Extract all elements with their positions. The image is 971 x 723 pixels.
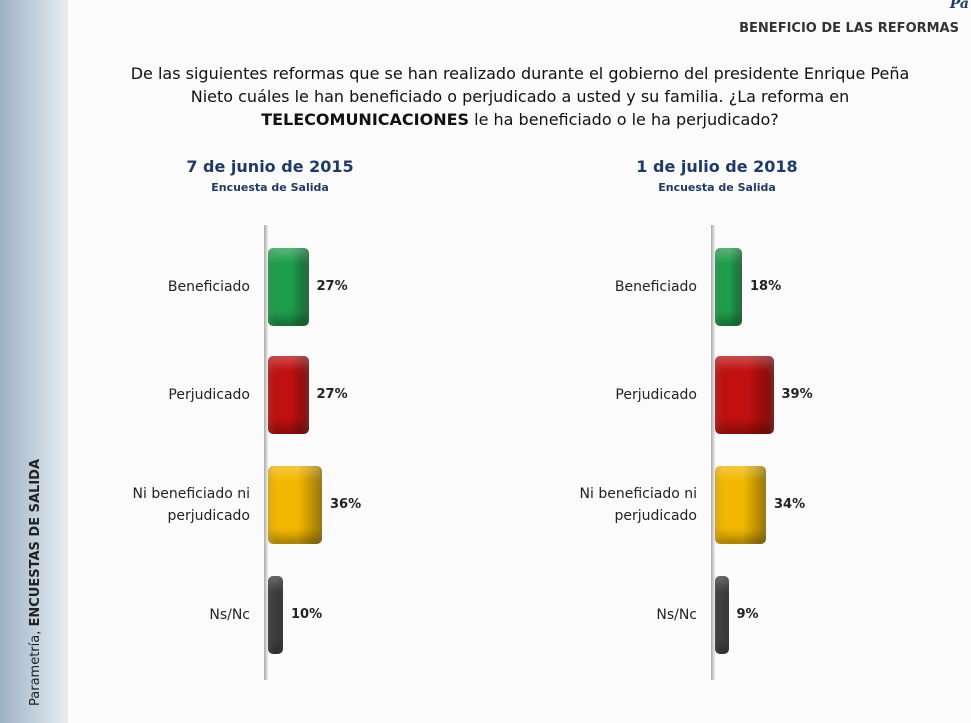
question-line: Nieto cuáles le han beneficiado o perjud… <box>190 87 850 106</box>
category-label: Perjudicado <box>168 387 250 403</box>
bar <box>268 576 283 654</box>
sidebar <box>0 0 68 723</box>
bar <box>268 466 322 544</box>
chart-subtitle: Encuesta de Salida <box>658 181 776 194</box>
question-line: TELECOMUNICACIONES le ha beneficiado o l… <box>70 108 970 131</box>
value-label: 10% <box>291 607 323 622</box>
bar <box>715 356 774 434</box>
chart-title: 1 de julio de 2018 <box>636 157 798 176</box>
bar <box>715 466 766 544</box>
bar <box>715 248 742 326</box>
question-rest: le ha beneficiado o le ha perjudicado? <box>474 110 779 129</box>
value-label: 27% <box>316 387 348 402</box>
category-label: Beneficiado <box>614 279 697 295</box>
value-label: 9% <box>736 607 759 622</box>
corner-logo: Pa <box>949 0 969 12</box>
category-label: Ns/Nc <box>209 607 250 623</box>
value-label: 39% <box>781 387 813 402</box>
category-label: Beneficiado <box>167 279 250 295</box>
value-label: 36% <box>330 497 362 512</box>
value-label: 34% <box>774 497 806 512</box>
value-label: 27% <box>316 279 348 294</box>
axis-line <box>264 225 268 680</box>
category-label: Ns/Nc <box>656 607 697 623</box>
axis-line <box>711 225 715 680</box>
category-label: Perjudicado <box>615 387 697 403</box>
question: De las siguientes reformas que se han re… <box>70 62 970 131</box>
question-line: De las siguientes reformas que se han re… <box>130 64 910 83</box>
sidebar-text: Parametría, ENCUESTAS DE SALIDA <box>28 459 43 706</box>
chart-title: 7 de junio de 2015 <box>186 157 354 176</box>
header: BENEFICIO DE LAS REFORMAS <box>739 21 959 36</box>
chart-subtitle: Encuesta de Salida <box>211 181 329 194</box>
value-label: 18% <box>750 279 782 294</box>
bar <box>268 356 309 434</box>
category-label: Ni beneficiado ni perjudicado <box>579 486 697 524</box>
question-bold: TELECOMUNICACIONES <box>261 110 470 129</box>
bar <box>715 576 729 654</box>
bar <box>268 248 309 326</box>
brand: Parametría, <box>28 630 43 706</box>
category-label: Ni beneficiado ni perjudicado <box>132 486 250 524</box>
brand-text: ENCUESTAS DE SALIDA <box>28 458 43 627</box>
